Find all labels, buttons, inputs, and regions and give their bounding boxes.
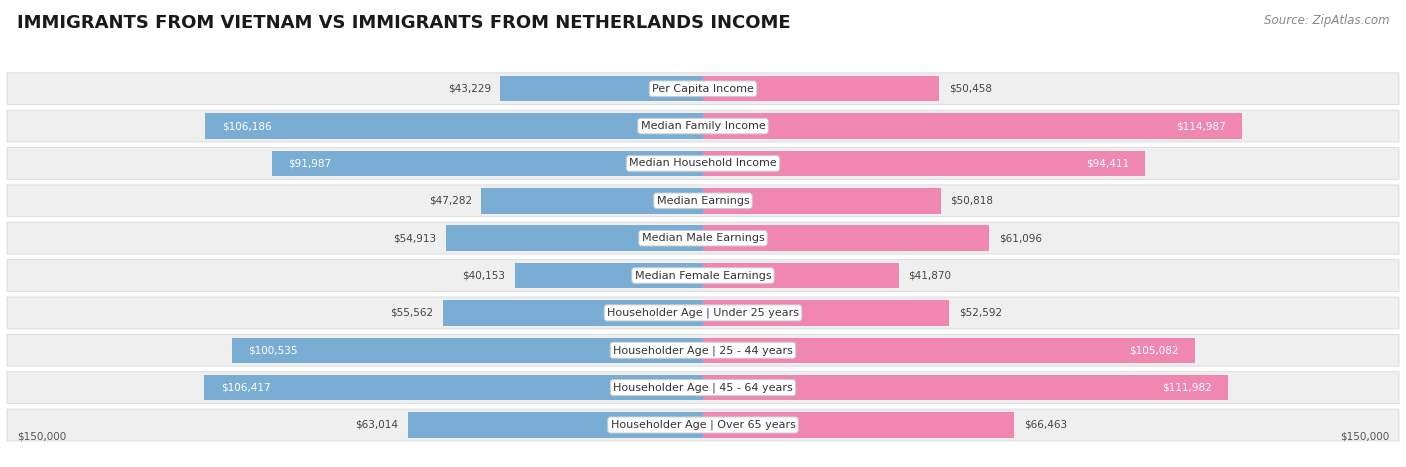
Text: Median Male Earnings: Median Male Earnings [641,233,765,243]
FancyBboxPatch shape [7,222,1399,254]
FancyBboxPatch shape [7,73,1399,105]
Text: Per Capita Income: Per Capita Income [652,84,754,94]
Text: $55,562: $55,562 [389,308,433,318]
Bar [515,263,703,288]
Bar [501,76,703,101]
Bar [703,151,1146,176]
Bar [204,375,703,400]
Text: Householder Age | Under 25 years: Householder Age | Under 25 years [607,308,799,318]
Text: $66,463: $66,463 [1024,420,1067,430]
Bar [703,375,1227,400]
FancyBboxPatch shape [7,148,1399,179]
Text: $50,458: $50,458 [949,84,991,94]
FancyBboxPatch shape [7,409,1399,441]
Text: Median Earnings: Median Earnings [657,196,749,206]
FancyBboxPatch shape [7,110,1399,142]
Text: $40,153: $40,153 [463,270,505,281]
Bar [446,226,703,251]
Bar [703,76,939,101]
Bar [703,412,1015,438]
FancyBboxPatch shape [7,297,1399,329]
Bar [232,338,703,363]
Text: $52,592: $52,592 [959,308,1002,318]
Text: $111,982: $111,982 [1161,382,1212,393]
Text: $63,014: $63,014 [356,420,398,430]
Text: $106,417: $106,417 [221,382,270,393]
Text: Median Household Income: Median Household Income [628,158,778,169]
Text: $150,000: $150,000 [17,432,66,441]
Bar [703,338,1195,363]
Bar [703,300,949,325]
Text: Median Female Earnings: Median Female Earnings [634,270,772,281]
Text: $114,987: $114,987 [1175,121,1226,131]
Text: $47,282: $47,282 [429,196,472,206]
Text: $61,096: $61,096 [998,233,1042,243]
Bar [481,188,703,213]
Text: $100,535: $100,535 [249,345,298,355]
Text: Householder Age | Over 65 years: Householder Age | Over 65 years [610,420,796,430]
FancyBboxPatch shape [7,260,1399,291]
Text: $43,229: $43,229 [449,84,491,94]
FancyBboxPatch shape [7,372,1399,403]
Text: $106,186: $106,186 [222,121,271,131]
Bar [703,263,900,288]
Text: $150,000: $150,000 [1340,432,1389,441]
Bar [703,188,941,213]
FancyBboxPatch shape [7,185,1399,217]
Bar [271,151,703,176]
Text: IMMIGRANTS FROM VIETNAM VS IMMIGRANTS FROM NETHERLANDS INCOME: IMMIGRANTS FROM VIETNAM VS IMMIGRANTS FR… [17,14,790,32]
Bar [703,226,990,251]
Text: $105,082: $105,082 [1129,345,1180,355]
Text: $41,870: $41,870 [908,270,952,281]
Bar [443,300,703,325]
Text: $91,987: $91,987 [288,158,332,169]
Bar [205,113,703,139]
Text: $50,818: $50,818 [950,196,994,206]
Text: Median Family Income: Median Family Income [641,121,765,131]
Bar [408,412,703,438]
Text: Householder Age | 45 - 64 years: Householder Age | 45 - 64 years [613,382,793,393]
Text: $54,913: $54,913 [394,233,436,243]
FancyBboxPatch shape [7,334,1399,366]
Bar [703,113,1241,139]
Text: Householder Age | 25 - 44 years: Householder Age | 25 - 44 years [613,345,793,355]
Text: $94,411: $94,411 [1085,158,1129,169]
Text: Source: ZipAtlas.com: Source: ZipAtlas.com [1264,14,1389,27]
